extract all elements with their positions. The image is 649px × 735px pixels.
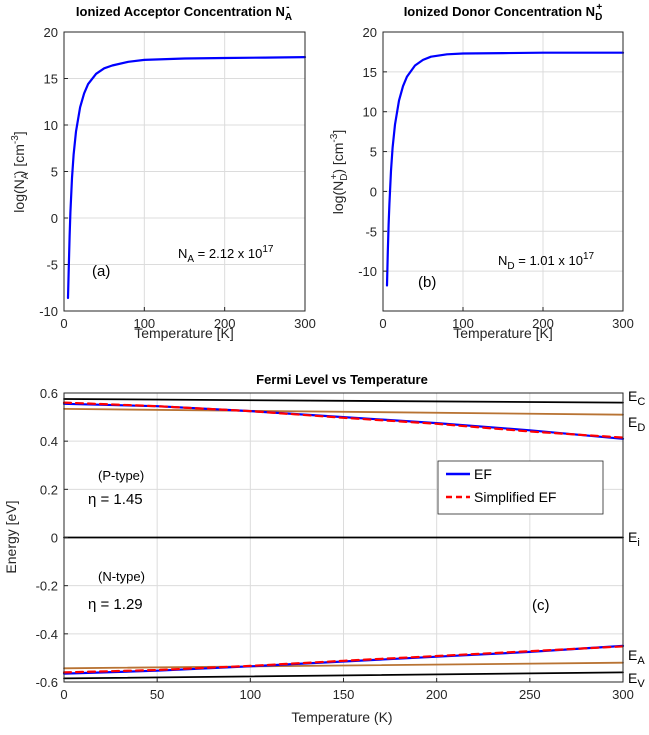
panel-b-axes-box — [383, 32, 623, 311]
band-label-ec: EC — [628, 388, 645, 408]
panel-a-x-ticks: 0 100 200 300 — [60, 307, 316, 331]
y-tick-label: -10 — [358, 264, 377, 279]
panel-a-series — [66, 55, 307, 300]
panel-c-label: (c) — [532, 597, 550, 614]
y-tick-label: 0 — [51, 211, 58, 226]
panel-b-label: (b) — [418, 274, 436, 291]
panel-c-y-ticks: -0.6 -0.4 -0.2 0 0.2 0.4 0.6 — [36, 386, 68, 690]
x-tick-label: 200 — [426, 687, 448, 702]
panel-b-x-ticks: 0 100 200 300 — [379, 307, 634, 331]
y-tick-label: 20 — [44, 25, 58, 40]
panel-b-frame — [382, 31, 624, 312]
panel-a-label: (a) — [92, 263, 110, 280]
n-type-label: (N-type) — [98, 569, 145, 584]
y-tick-label: 10 — [363, 105, 377, 120]
panel-a-ylabel: log(NA-) [cm-3] — [10, 131, 31, 212]
x-tick-label: 0 — [60, 687, 67, 702]
x-tick-label: 100 — [452, 316, 474, 331]
series-line-ed — [63, 407, 624, 416]
band-label-ea: EA — [628, 647, 645, 667]
panel-b-ylabel: log(ND+) [cm-3] — [329, 130, 350, 214]
y-tick-label: -10 — [39, 304, 58, 319]
y-tick-label: 20 — [363, 25, 377, 40]
series-line-ea — [63, 661, 624, 670]
x-tick-label: 200 — [214, 316, 236, 331]
y-tick-label: 10 — [44, 118, 58, 133]
panel-c-series — [62, 398, 625, 680]
y-tick-label: -5 — [46, 258, 58, 273]
panel-a-concentration: NA = 2.12 x 1017 — [178, 244, 274, 265]
y-tick-label: -0.4 — [36, 627, 58, 642]
x-tick-label: 300 — [294, 316, 316, 331]
x-tick-label: 250 — [519, 687, 541, 702]
series-line-0 — [385, 51, 625, 287]
series-line-ev — [63, 671, 624, 680]
x-tick-label: 0 — [379, 316, 386, 331]
panel-c-xlabel: Temperature (K) — [291, 709, 392, 725]
series-line-sef_low — [62, 645, 625, 674]
x-tick-label: 100 — [239, 687, 261, 702]
series-line-ec — [63, 398, 624, 404]
y-tick-label: -5 — [365, 224, 377, 239]
panel-a-y-ticks: -10 -5 0 5 10 15 20 — [39, 25, 68, 319]
eta-p-label: η = 1.45 — [88, 491, 143, 508]
p-type-label: (P-type) — [98, 468, 144, 483]
y-tick-label: 15 — [363, 65, 377, 80]
panel-b-concentration: ND = 1.01 x 1017 — [498, 251, 594, 272]
band-label-ev: EV — [628, 670, 645, 690]
y-tick-label: 15 — [44, 72, 58, 87]
band-label-ed: ED — [628, 414, 645, 434]
panel-c-legend: EF Simplified EF — [437, 460, 604, 515]
y-tick-label: 0.2 — [40, 482, 58, 497]
series-line-simplified-ef — [62, 401, 625, 439]
panel-c-x-ticks: 0 50 100 150 200 250 300 — [60, 678, 634, 702]
y-tick-label: 5 — [370, 145, 377, 160]
panel-b-xlabel: Temperature [K] — [453, 325, 553, 341]
panel-a-title: Ionized Acceptor Concentration NA- — [76, 2, 292, 23]
panel-c-title: Fermi Level vs Temperature — [256, 372, 428, 387]
panel-b-series — [385, 51, 625, 287]
panel-c: Fermi Level vs Temperature 0 50 100 150 200 2… — [3, 372, 645, 725]
y-tick-label: 0 — [370, 184, 377, 199]
panel-b: Ionized Donor Concentration ND+ 0 100 200 3… — [329, 2, 634, 341]
panel-b-title: Ionized Donor Concentration ND+ — [404, 2, 603, 23]
y-tick-label: 0.4 — [40, 434, 58, 449]
y-tick-label: -0.6 — [36, 675, 58, 690]
panel-b-y-ticks: -10 -5 0 5 10 15 20 — [358, 25, 387, 312]
y-tick-label: 0 — [51, 531, 58, 546]
panel-a: Ionized Acceptor Concentration NA- 0 100 2… — [10, 2, 316, 341]
eta-n-label: η = 1.29 — [88, 596, 143, 613]
x-tick-label: 300 — [612, 316, 634, 331]
x-tick-label: 150 — [333, 687, 355, 702]
legend-box — [437, 460, 604, 515]
y-tick-label: 5 — [51, 165, 58, 180]
series-line-0 — [66, 55, 307, 300]
y-tick-label: 0.6 — [40, 386, 58, 401]
panel-a-xlabel: Temperature [K] — [134, 325, 234, 341]
x-tick-label: 100 — [133, 316, 155, 331]
x-tick-label: 300 — [612, 687, 634, 702]
x-tick-label: 0 — [60, 316, 67, 331]
x-tick-label: 200 — [532, 316, 554, 331]
panel-c-ylabel: Energy [eV] — [3, 500, 19, 573]
band-label-ei: Ei — [628, 529, 640, 549]
x-tick-label: 50 — [150, 687, 164, 702]
legend-label-simplified-ef: Simplified EF — [474, 489, 556, 505]
legend-label-ef: EF — [474, 466, 492, 482]
y-tick-label: -0.2 — [36, 579, 58, 594]
